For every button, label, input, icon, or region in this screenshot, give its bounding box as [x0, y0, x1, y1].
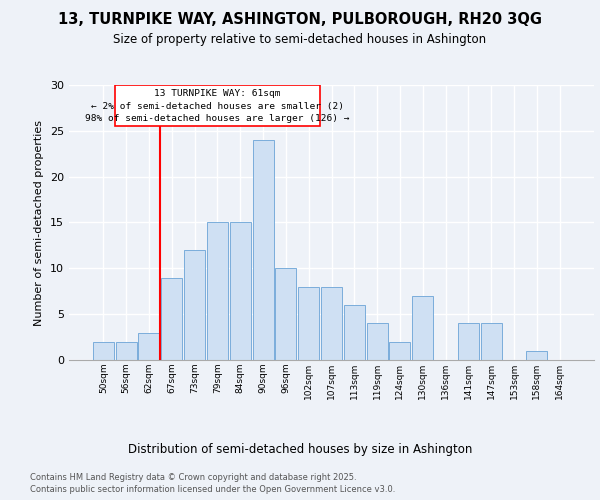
Bar [526, 351, 547, 360]
Bar [207, 222, 228, 360]
Bar [275, 268, 296, 360]
Bar [253, 140, 274, 360]
Text: ← 2% of semi-detached houses are smaller (2): ← 2% of semi-detached houses are smaller… [91, 102, 344, 110]
Bar [321, 286, 342, 360]
Text: Contains HM Land Registry data © Crown copyright and database right 2025.: Contains HM Land Registry data © Crown c… [30, 472, 356, 482]
FancyBboxPatch shape [115, 85, 320, 126]
Bar [116, 342, 137, 360]
Text: Contains public sector information licensed under the Open Government Licence v3: Contains public sector information licen… [30, 485, 395, 494]
Bar [184, 250, 205, 360]
Bar [93, 342, 114, 360]
Bar [161, 278, 182, 360]
Bar [139, 332, 160, 360]
Text: Size of property relative to semi-detached houses in Ashington: Size of property relative to semi-detach… [113, 32, 487, 46]
Bar [389, 342, 410, 360]
Y-axis label: Number of semi-detached properties: Number of semi-detached properties [34, 120, 44, 326]
Bar [412, 296, 433, 360]
Text: 13 TURNPIKE WAY: 61sqm: 13 TURNPIKE WAY: 61sqm [154, 88, 281, 98]
Bar [458, 324, 479, 360]
Bar [344, 305, 365, 360]
Text: Distribution of semi-detached houses by size in Ashington: Distribution of semi-detached houses by … [128, 442, 472, 456]
Bar [481, 324, 502, 360]
Bar [298, 286, 319, 360]
Text: 13, TURNPIKE WAY, ASHINGTON, PULBOROUGH, RH20 3QG: 13, TURNPIKE WAY, ASHINGTON, PULBOROUGH,… [58, 12, 542, 28]
Bar [367, 324, 388, 360]
Text: 98% of semi-detached houses are larger (126) →: 98% of semi-detached houses are larger (… [85, 114, 350, 124]
Bar [230, 222, 251, 360]
